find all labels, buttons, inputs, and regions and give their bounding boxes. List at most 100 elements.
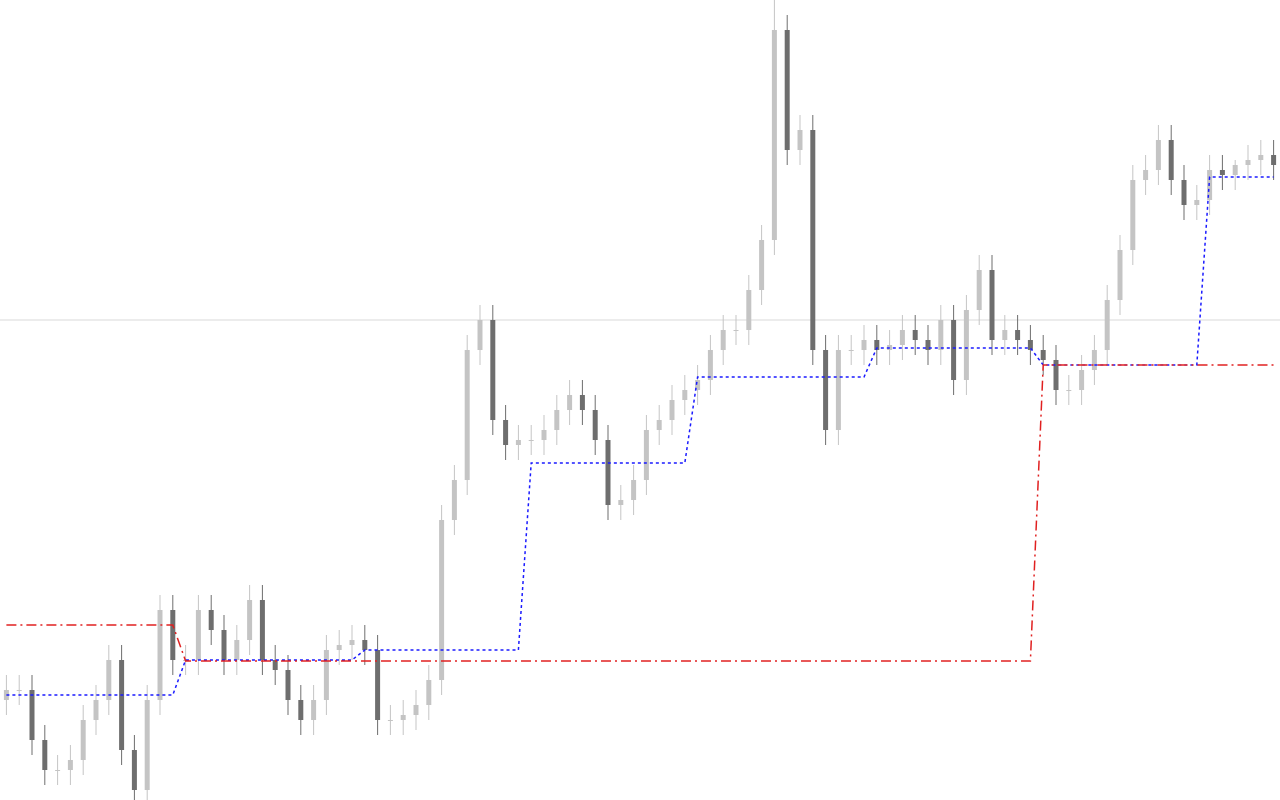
candle-body	[1194, 200, 1200, 205]
candle-body	[669, 400, 675, 420]
candle-body	[221, 630, 227, 660]
candle-body	[362, 640, 368, 650]
candle-body	[1091, 350, 1097, 370]
candle-body	[3, 690, 9, 700]
candle-body	[336, 645, 342, 650]
candle-body	[259, 600, 265, 660]
candle-body	[55, 770, 61, 771]
candle-body	[567, 395, 573, 410]
candle-body	[451, 480, 457, 520]
candle-body	[16, 690, 22, 691]
candle-body	[682, 390, 688, 400]
candle-body	[695, 380, 701, 390]
candle-body	[989, 270, 995, 340]
candle-body	[272, 660, 278, 670]
candle-body	[80, 720, 86, 760]
candle-body	[1027, 340, 1033, 350]
candle-body	[797, 130, 803, 150]
candle-body	[1040, 350, 1046, 360]
candle-body	[131, 750, 137, 790]
candle-body	[490, 320, 496, 420]
candle-body	[311, 700, 317, 720]
candle-body	[1219, 170, 1225, 175]
candle-body	[349, 640, 355, 645]
candle-body	[503, 420, 509, 445]
candle-body	[515, 440, 521, 445]
candle-body	[1015, 330, 1021, 340]
candle-body	[759, 240, 765, 290]
candle-body	[771, 30, 777, 240]
candle-body	[963, 310, 969, 380]
candle-body	[899, 330, 905, 345]
level-line	[6, 176, 1274, 696]
candle-body	[823, 350, 829, 430]
candle-body	[234, 640, 240, 660]
candle-body	[29, 690, 35, 740]
candle-body	[1232, 165, 1238, 175]
level-line	[6, 364, 1274, 662]
candle-body	[733, 330, 739, 331]
candle-body	[375, 650, 381, 720]
candle-body	[848, 350, 854, 351]
candle-body	[656, 420, 662, 430]
candle-body	[1053, 360, 1059, 390]
candle-body	[285, 670, 291, 700]
candle-body	[707, 350, 713, 380]
candle-body	[912, 330, 918, 340]
candle-body	[413, 705, 419, 715]
candle-body	[746, 290, 752, 330]
candle-body	[426, 680, 432, 705]
candle-body	[1155, 140, 1161, 170]
candle-body	[400, 715, 406, 720]
candle-body	[554, 410, 560, 430]
candle-body	[119, 660, 125, 750]
candle-body	[298, 700, 304, 720]
candle-body	[1271, 155, 1277, 165]
candle-body	[938, 320, 944, 350]
candle-body	[528, 440, 534, 441]
candle-body	[323, 650, 329, 700]
candle-body	[861, 340, 867, 350]
candle-body	[477, 320, 483, 350]
candle-body	[195, 610, 201, 660]
candle-body	[1066, 390, 1072, 391]
candle-body	[925, 340, 931, 350]
candle-body	[157, 610, 163, 700]
candle-body	[874, 340, 880, 350]
candle-body	[247, 600, 253, 640]
candle-body	[976, 270, 982, 310]
candle-body	[784, 30, 790, 150]
candle-body	[1168, 140, 1174, 180]
candle-body	[643, 430, 649, 480]
candle-body	[208, 610, 214, 630]
candle-body	[1002, 330, 1008, 340]
candle-body	[618, 500, 624, 505]
candle-body	[951, 320, 957, 380]
candle-body	[1245, 160, 1251, 165]
candle-body	[579, 395, 585, 410]
candle-body	[1079, 370, 1085, 390]
candle-body	[592, 410, 598, 440]
candle-body	[835, 350, 841, 430]
candle-body	[1143, 170, 1149, 180]
candle-body	[720, 330, 726, 350]
candle-body	[810, 130, 816, 350]
candle-body	[144, 700, 150, 790]
candle-body	[1181, 180, 1187, 205]
candle-body	[541, 430, 547, 440]
candle-body	[605, 440, 611, 505]
candle-body	[387, 720, 393, 721]
candle-body	[631, 480, 637, 500]
candle-body	[1117, 250, 1123, 300]
candle-body	[93, 700, 99, 720]
candle-body	[106, 660, 112, 700]
candle-body	[170, 610, 176, 660]
candle-body	[42, 740, 48, 770]
candle-body	[67, 760, 73, 770]
candle-body	[1130, 180, 1136, 250]
candle-body	[439, 520, 445, 680]
candle-body	[1104, 300, 1110, 350]
candle-body	[464, 350, 470, 480]
candle-body	[1258, 155, 1264, 160]
